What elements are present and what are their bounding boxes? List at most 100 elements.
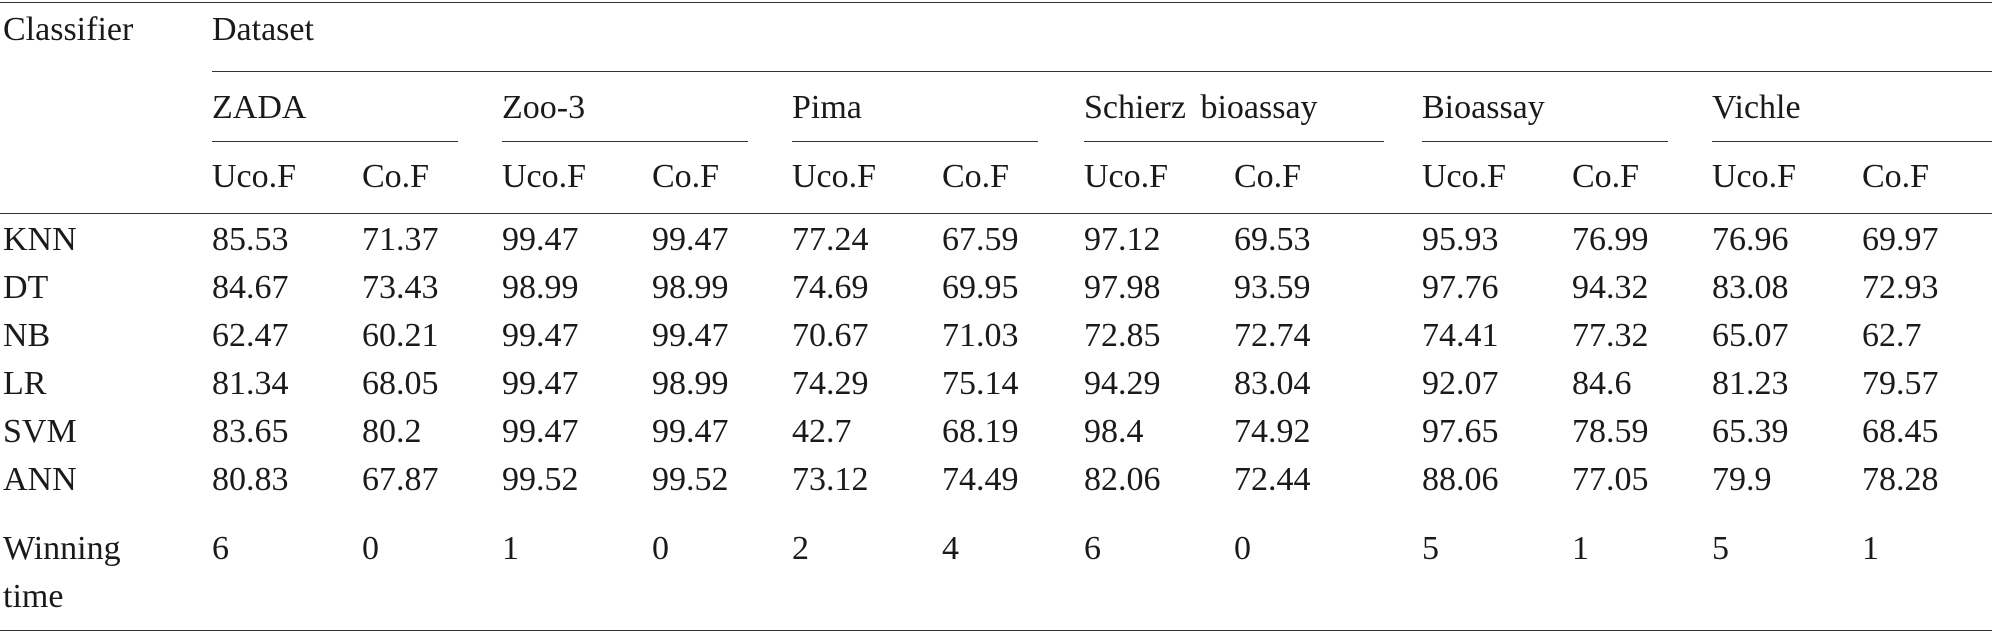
subcol-uco-f: Uco.F — [212, 158, 297, 195]
table-cell: 80.83 — [212, 461, 289, 498]
table-cell: 67.87 — [362, 461, 439, 498]
table-cell: 72.93 — [1862, 269, 1939, 306]
group-underline — [792, 141, 1038, 142]
table-cell: 98.99 — [652, 269, 729, 306]
table-cell: 70.67 — [792, 317, 869, 354]
table-cell: 85.53 — [212, 221, 289, 258]
winning-cell: 0 — [362, 530, 379, 567]
table-cell: 97.98 — [1084, 269, 1161, 306]
table-cell: 92.07 — [1422, 365, 1499, 402]
table-cell: 83.08 — [1712, 269, 1789, 306]
group-underline — [1084, 141, 1384, 142]
table-cell: 73.43 — [362, 269, 439, 306]
table-cell: 97.76 — [1422, 269, 1499, 306]
subcol-co-f: Co.F — [1572, 158, 1640, 195]
table-cell: 81.34 — [212, 365, 289, 402]
dataset-group-label: Zoo-3 — [502, 89, 586, 126]
subcol-co-f: Co.F — [1234, 158, 1302, 195]
winning-label-line1: Winning — [3, 530, 121, 567]
subcol-co-f: Co.F — [942, 158, 1010, 195]
dataset-rule — [212, 71, 1992, 72]
table-cell: 77.05 — [1572, 461, 1649, 498]
row-label: SVM — [3, 413, 77, 450]
table-cell: 79.9 — [1712, 461, 1772, 498]
table-cell: 84.6 — [1572, 365, 1632, 402]
table-cell: 77.32 — [1572, 317, 1649, 354]
subcol-uco-f: Uco.F — [1422, 158, 1507, 195]
table-cell: 98.99 — [652, 365, 729, 402]
subcol-uco-f: Uco.F — [1712, 158, 1797, 195]
table-cell: 69.97 — [1862, 221, 1939, 258]
table-cell: 69.53 — [1234, 221, 1311, 258]
dataset-group-label: Bioassay — [1422, 89, 1545, 126]
table-cell: 99.47 — [502, 317, 579, 354]
table-cell: 62.7 — [1862, 317, 1922, 354]
table-cell: 62.47 — [212, 317, 289, 354]
table-cell: 72.85 — [1084, 317, 1161, 354]
table-cell: 67.59 — [942, 221, 1019, 258]
table-cell: 99.47 — [502, 365, 579, 402]
group-underline — [502, 141, 748, 142]
table-cell: 72.44 — [1234, 461, 1311, 498]
row-label: DT — [3, 269, 49, 306]
subcol-uco-f: Uco.F — [792, 158, 877, 195]
table-cell: 77.24 — [792, 221, 869, 258]
table-cell: 82.06 — [1084, 461, 1161, 498]
table-cell: 94.32 — [1572, 269, 1649, 306]
header-rule — [0, 213, 1992, 214]
winning-cell: 4 — [942, 530, 959, 567]
classifier-header: Classifier — [3, 11, 134, 48]
table-cell: 98.4 — [1084, 413, 1144, 450]
dataset-group-label: Schierz bioassay — [1084, 89, 1318, 126]
table-cell: 74.49 — [942, 461, 1019, 498]
table-cell: 99.47 — [502, 413, 579, 450]
table-cell: 80.2 — [362, 413, 422, 450]
subcol-co-f: Co.F — [362, 158, 430, 195]
winning-cell: 2 — [792, 530, 809, 567]
winning-cell: 5 — [1422, 530, 1439, 567]
table-cell: 88.06 — [1422, 461, 1499, 498]
winning-cell: 1 — [502, 530, 519, 567]
table-cell: 95.93 — [1422, 221, 1499, 258]
table-cell: 79.57 — [1862, 365, 1939, 402]
winning-cell: 6 — [1084, 530, 1101, 567]
table-cell: 71.37 — [362, 221, 439, 258]
table-cell: 60.21 — [362, 317, 439, 354]
table-cell: 99.47 — [652, 413, 729, 450]
bottom-rule — [0, 630, 1992, 631]
table-cell: 99.47 — [652, 221, 729, 258]
dataset-group-label: Pima — [792, 89, 862, 126]
winning-cell: 5 — [1712, 530, 1729, 567]
row-label: NB — [3, 317, 51, 354]
winning-cell: 1 — [1862, 530, 1879, 567]
table-cell: 65.39 — [1712, 413, 1789, 450]
table-cell: 78.28 — [1862, 461, 1939, 498]
row-label: ANN — [3, 461, 77, 498]
subcol-co-f: Co.F — [652, 158, 720, 195]
table-cell: 97.12 — [1084, 221, 1161, 258]
table-cell: 69.95 — [942, 269, 1019, 306]
table-cell: 74.41 — [1422, 317, 1499, 354]
table-cell: 94.29 — [1084, 365, 1161, 402]
table-cell: 99.52 — [502, 461, 579, 498]
subcol-uco-f: Uco.F — [1084, 158, 1169, 195]
table-cell: 93.59 — [1234, 269, 1311, 306]
table-cell: 78.59 — [1572, 413, 1649, 450]
table-cell: 99.47 — [652, 317, 729, 354]
winning-cell: 0 — [652, 530, 669, 567]
dataset-group-label: ZADA — [212, 89, 307, 126]
table-cell: 99.52 — [652, 461, 729, 498]
table-cell: 65.07 — [1712, 317, 1789, 354]
table-cell: 76.99 — [1572, 221, 1649, 258]
group-underline — [1712, 141, 1992, 142]
dataset-group-label: Vichle — [1712, 89, 1801, 126]
table-cell: 68.05 — [362, 365, 439, 402]
table-cell: 74.92 — [1234, 413, 1311, 450]
table-cell: 83.04 — [1234, 365, 1311, 402]
winning-label-line2: time — [3, 578, 64, 615]
winning-cell: 6 — [212, 530, 229, 567]
table-cell: 99.47 — [502, 221, 579, 258]
winning-cell: 1 — [1572, 530, 1589, 567]
top-rule — [0, 2, 1992, 3]
table-cell: 68.19 — [942, 413, 1019, 450]
